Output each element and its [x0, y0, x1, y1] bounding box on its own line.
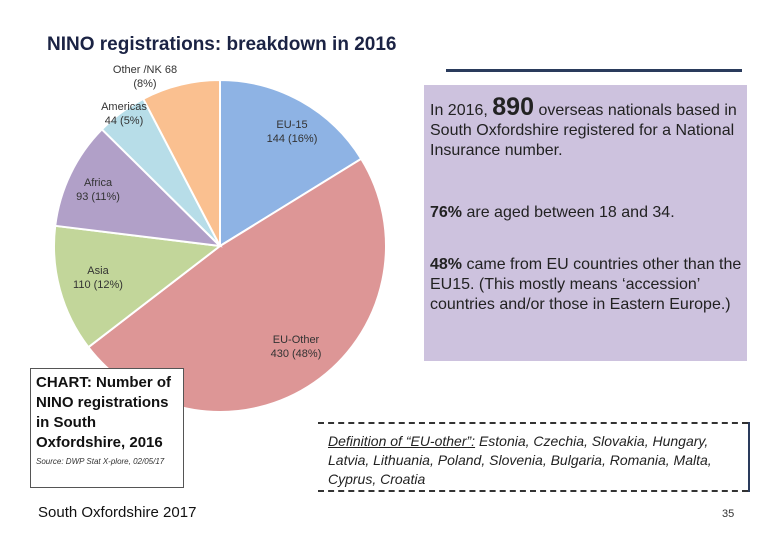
label-americas-name: Americas	[101, 101, 147, 113]
label-asia: Asia 110 (12%)	[58, 264, 138, 292]
label-africa-value: 93 (11%)	[76, 191, 120, 203]
registration-total: 890	[492, 93, 534, 121]
definition-box: Definition of “EU-other”: Estonia, Czech…	[318, 422, 750, 492]
eu-other-detail: came from EU countries other than the EU…	[430, 256, 742, 313]
pie-slice-asia	[52, 224, 223, 349]
chart-caption: CHART: Number of NINO registrations in S…	[36, 374, 171, 451]
summary-paragraph-2: 76% are aged between 18 and 34.	[430, 203, 745, 223]
label-euother: EU-Other 430 (48%)	[256, 333, 336, 361]
chart-caption-box: CHART: Number of NINO registrations in S…	[30, 368, 184, 488]
eu-other-share: 48%	[430, 256, 463, 273]
label-americas-value: 44 (5%)	[104, 115, 144, 127]
label-other-name: Other /NK 68	[112, 64, 178, 76]
summary-box: In 2016, 890 overseas nationals based in…	[424, 85, 747, 361]
label-asia-name: Asia	[87, 265, 109, 277]
age-share: 76%	[430, 204, 463, 221]
summary-intro: In 2016,	[430, 102, 493, 119]
summary-detail: overseas nationals based in South Oxford…	[430, 102, 737, 159]
label-asia-value: 110 (12%)	[73, 279, 123, 291]
label-euother-value: 430 (48%)	[270, 348, 322, 360]
definition-countries: Estonia, Czechia, Slovakia, Hungary, Lat…	[328, 433, 712, 487]
label-eu15-name: EU-15	[276, 119, 308, 131]
definition-box-edge	[748, 422, 750, 492]
summary-paragraph-1: In 2016, 890 overseas nationals based in…	[430, 95, 745, 161]
label-eu15: EU-15 144 (16%)	[252, 118, 332, 146]
label-other-value: (8%)	[133, 78, 157, 90]
footer-text: South Oxfordshire 2017	[38, 504, 197, 521]
label-euother-name: EU-Other	[272, 334, 320, 346]
age-detail: are aged between 18 and 34.	[462, 204, 675, 221]
definition-text: Definition of “EU-other”: Estonia, Czech…	[328, 432, 743, 489]
page-number: 35	[722, 508, 735, 520]
chart-source: Source: DWP Stat X-plore, 02/05/17	[36, 457, 165, 466]
summary-paragraph-3: 48% came from EU countries other than th…	[430, 255, 745, 315]
label-eu15-value: 144 (16%)	[266, 133, 318, 145]
label-africa: Africa 93 (11%)	[58, 176, 138, 204]
definition-label: Definition of “EU-other”:	[328, 433, 476, 449]
pie-slice-other-nk	[141, 78, 221, 247]
label-other: Other /NK 68 (8%)	[100, 63, 190, 91]
pie-slice-africa	[54, 127, 223, 248]
pie-slice-eu-15	[219, 78, 363, 248]
label-americas: Americas 44 (5%)	[84, 100, 164, 128]
label-africa-name: Africa	[83, 177, 113, 189]
slide-title: NINO registrations: breakdown in 2016	[47, 34, 397, 55]
title-rule	[446, 69, 742, 72]
